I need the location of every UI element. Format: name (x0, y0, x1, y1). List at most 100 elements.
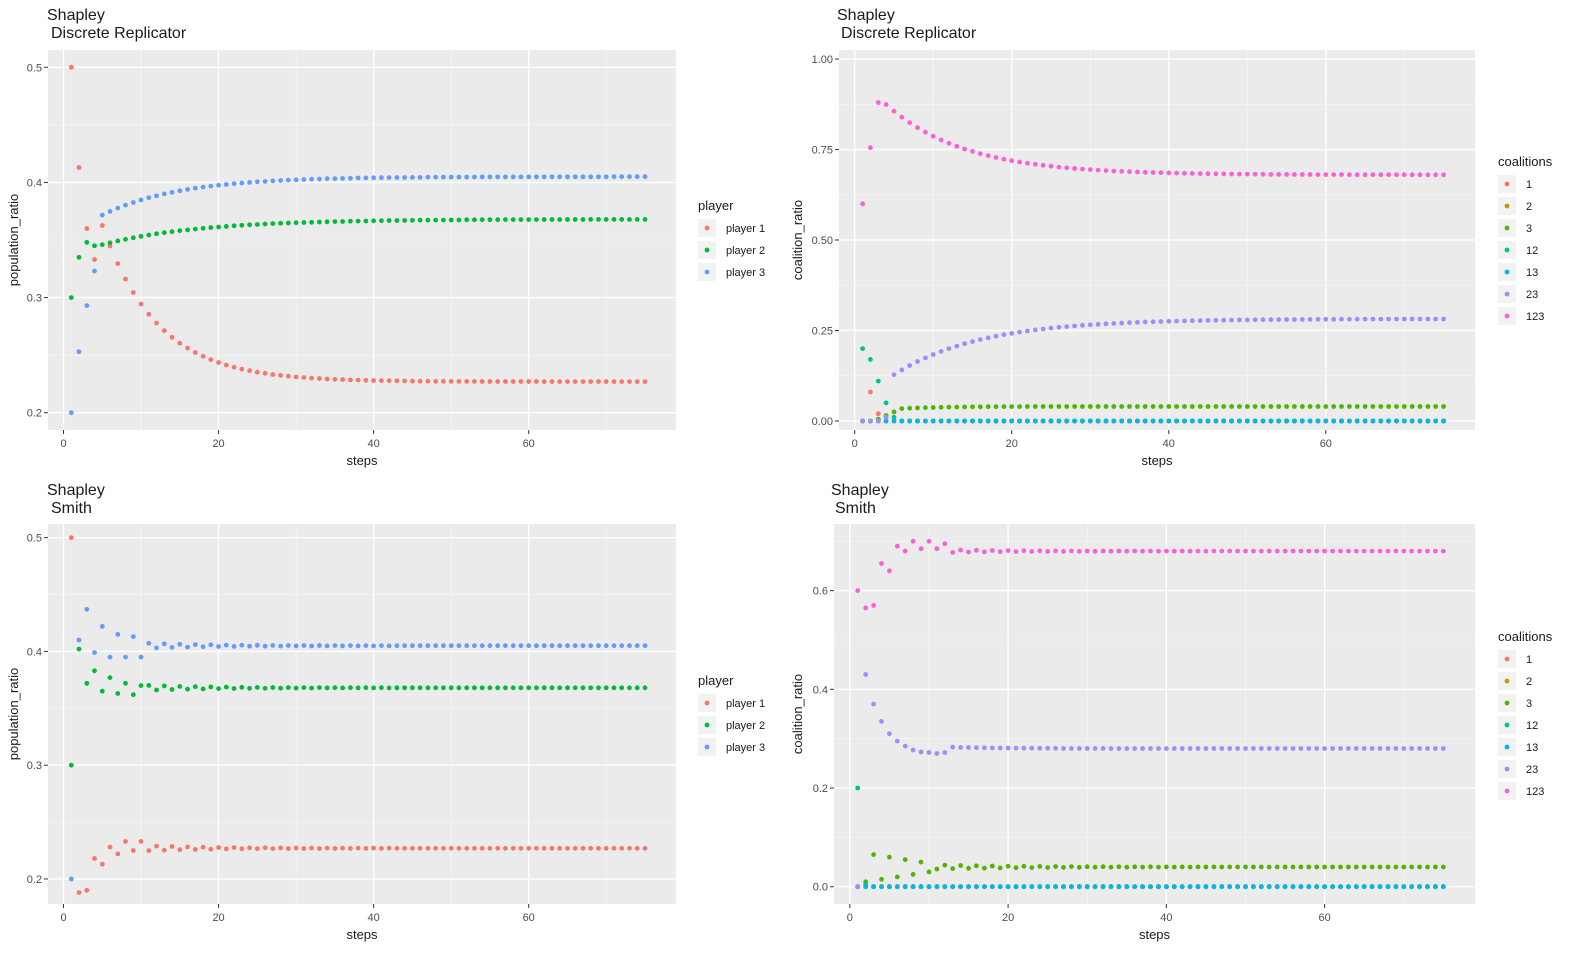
data-point (1237, 317, 1242, 323)
data-point (472, 685, 477, 691)
data-point (410, 175, 415, 180)
data-point (348, 218, 353, 224)
data-point (1353, 548, 1359, 554)
data-point (907, 405, 913, 411)
legend-item: 23 (1498, 285, 1538, 303)
data-point (871, 603, 876, 608)
data-point (1142, 404, 1148, 409)
data-point (1061, 746, 1066, 751)
series-13 (855, 884, 1446, 890)
data-point (247, 643, 253, 649)
data-point (1251, 548, 1256, 554)
data-point (1307, 317, 1313, 322)
data-point (324, 643, 330, 649)
data-point (549, 643, 555, 649)
legend-title: player (698, 673, 734, 688)
data-point (1235, 864, 1240, 870)
data-point (1219, 864, 1225, 870)
data-point (1061, 884, 1066, 890)
series-123 (855, 538, 1446, 611)
data-point (340, 643, 345, 649)
data-point (588, 685, 594, 691)
data-point (1040, 162, 1046, 168)
data-point (293, 685, 299, 691)
data-point (1084, 548, 1090, 554)
data-point (1148, 548, 1153, 554)
data-point (301, 220, 307, 225)
data-point (340, 219, 345, 224)
data-point (185, 686, 191, 692)
data-point (1140, 548, 1145, 554)
data-point (1237, 171, 1242, 177)
data-point (875, 100, 881, 105)
data-point (1076, 864, 1082, 870)
data-point (580, 174, 586, 180)
data-point (185, 644, 191, 650)
data-point (1378, 316, 1384, 322)
data-point (526, 379, 532, 384)
data-point (1401, 746, 1407, 751)
data-point (642, 174, 648, 180)
data-point (161, 191, 167, 197)
data-point (1061, 865, 1066, 870)
data-point (1025, 404, 1030, 409)
data-point (130, 235, 136, 241)
data-point (1252, 171, 1258, 177)
data-point (363, 377, 369, 383)
data-point (154, 645, 159, 651)
data-point (1108, 548, 1114, 554)
data-point (107, 654, 113, 660)
data-point (580, 685, 586, 691)
data-point (1425, 548, 1430, 554)
data-point (1282, 548, 1288, 554)
data-point (611, 845, 617, 851)
data-point (863, 605, 869, 611)
data-point (860, 201, 865, 207)
data-point (270, 178, 276, 184)
data-point (627, 643, 632, 649)
data-point (317, 643, 322, 648)
data-point (1330, 884, 1335, 890)
data-point (185, 187, 191, 192)
data-point (588, 845, 594, 851)
data-point (371, 218, 376, 224)
data-point (1385, 864, 1391, 870)
data-point (1298, 884, 1304, 890)
data-point (915, 125, 920, 131)
data-point (115, 261, 121, 266)
data-point (627, 845, 632, 851)
data-point (1268, 418, 1274, 424)
data-point (115, 691, 121, 696)
data-point (1330, 864, 1335, 870)
data-point (441, 685, 446, 691)
data-point (309, 176, 314, 182)
data-point (456, 379, 462, 384)
data-point (993, 418, 999, 424)
data-point (1306, 864, 1312, 870)
data-point (1441, 404, 1446, 409)
data-point (231, 644, 237, 649)
data-point (410, 685, 415, 691)
data-point (977, 418, 983, 424)
data-point (1203, 884, 1209, 890)
data-point (1298, 548, 1304, 554)
legend-item: 13 (1498, 263, 1538, 281)
data-point (363, 175, 369, 181)
data-point (938, 418, 944, 424)
y-tick-label: 0.2 (27, 874, 42, 886)
data-point (1219, 884, 1225, 890)
data-point (962, 404, 967, 410)
data-point (946, 140, 952, 146)
data-point (619, 379, 625, 384)
x-tick-label: 20 (1006, 438, 1018, 450)
data-point (1056, 404, 1062, 409)
data-point (923, 129, 928, 135)
data-point (1338, 548, 1343, 554)
data-point (1260, 171, 1266, 177)
data-point (1174, 404, 1179, 409)
data-point (1087, 404, 1093, 409)
data-point (348, 377, 353, 383)
x-tick-label: 60 (1319, 912, 1331, 924)
data-point (1330, 746, 1335, 751)
data-point (340, 685, 345, 691)
